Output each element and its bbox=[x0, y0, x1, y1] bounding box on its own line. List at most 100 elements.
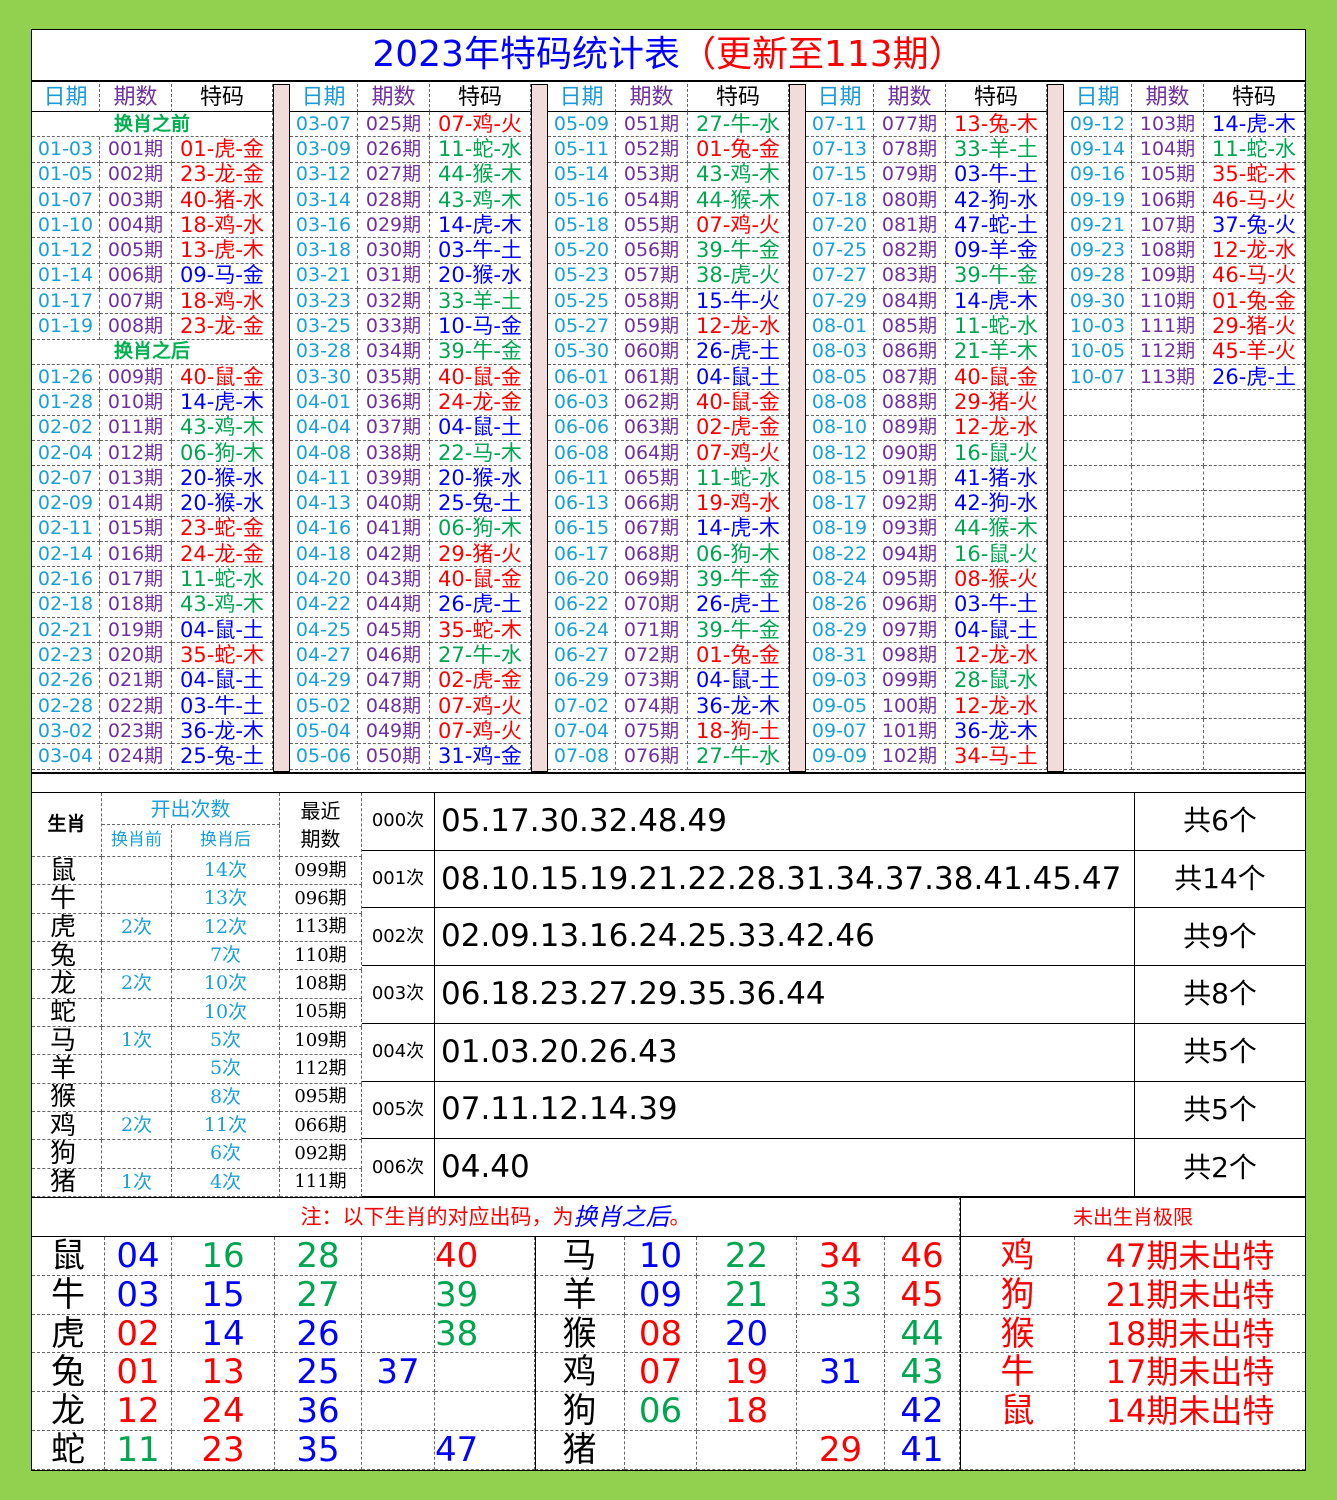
draw-period: 022期 bbox=[100, 693, 172, 720]
draw-period: 075期 bbox=[616, 719, 688, 745]
draw-date bbox=[1064, 744, 1132, 770]
draw-date: 05-02 bbox=[290, 693, 358, 720]
draw-date: 08-19 bbox=[806, 516, 874, 543]
count-before: 1次 bbox=[102, 1168, 172, 1197]
draw-date: 02-07 bbox=[32, 466, 100, 492]
draw-period: 111期 bbox=[1132, 314, 1204, 340]
zodiac: 猴 bbox=[32, 1083, 102, 1112]
separator bbox=[273, 84, 290, 772]
number: 08 bbox=[625, 1314, 697, 1354]
draw-period: 043期 bbox=[358, 567, 430, 593]
draw-date: 06-03 bbox=[548, 390, 616, 416]
section-label: 换肖之后 bbox=[32, 339, 273, 365]
draw-date: 09-09 bbox=[806, 744, 874, 770]
draw-code: 37-兔-火 bbox=[1204, 213, 1305, 239]
draw-period: 108期 bbox=[1132, 238, 1204, 264]
draw-period bbox=[1132, 693, 1204, 720]
draw-period: 070期 bbox=[616, 592, 688, 618]
draw-date: 07-29 bbox=[806, 289, 874, 315]
column-header: 期数 bbox=[358, 84, 430, 112]
draw-period: 099期 bbox=[874, 668, 946, 694]
draw-date: 03-28 bbox=[290, 339, 358, 365]
separator bbox=[1047, 84, 1064, 772]
draw-code: 35-蛇-木 bbox=[430, 618, 531, 644]
number: 31 bbox=[797, 1353, 885, 1393]
draw-code: 42-狗-水 bbox=[946, 491, 1047, 517]
draw-date: 05-23 bbox=[548, 263, 616, 290]
draw-period: 041期 bbox=[358, 516, 430, 543]
draw-date: 05-30 bbox=[548, 339, 616, 365]
number: 24 bbox=[172, 1392, 275, 1432]
draw-date bbox=[1064, 719, 1132, 745]
draw-date: 02-04 bbox=[32, 440, 100, 467]
zodiac: 牛 bbox=[32, 1275, 105, 1315]
draw-code: 27-牛-水 bbox=[688, 112, 789, 138]
draw-code bbox=[1204, 643, 1305, 669]
draw-period: 052期 bbox=[616, 137, 688, 163]
draw-period: 095期 bbox=[874, 567, 946, 593]
draw-date: 09-28 bbox=[1064, 263, 1132, 290]
draw-code: 02-虎-金 bbox=[430, 668, 531, 694]
draw-period: 048期 bbox=[358, 693, 430, 720]
draw-period bbox=[1132, 516, 1204, 543]
draw-period: 040期 bbox=[358, 491, 430, 517]
draw-code: 22-马-木 bbox=[430, 440, 531, 467]
draw-date: 06-20 bbox=[548, 567, 616, 593]
column-header: 日期 bbox=[1064, 84, 1132, 112]
draw-date: 02-09 bbox=[32, 491, 100, 517]
count-after: 5次 bbox=[172, 1027, 280, 1056]
frequency-numbers: 06.18.23.27.29.35.36.44 bbox=[435, 966, 1135, 1024]
number: 20 bbox=[697, 1314, 797, 1354]
draw-date: 04-08 bbox=[290, 440, 358, 467]
draw-period: 107期 bbox=[1132, 213, 1204, 239]
draw-period bbox=[1132, 744, 1204, 770]
spacer-row bbox=[32, 772, 1305, 793]
draw-date: 01-14 bbox=[32, 263, 100, 290]
column-header: 期数 bbox=[100, 84, 172, 112]
draw-period: 011期 bbox=[100, 415, 172, 441]
draw-code: 09-羊-金 bbox=[946, 238, 1047, 264]
draw-period: 063期 bbox=[616, 415, 688, 441]
draw-code bbox=[1204, 592, 1305, 618]
draw-code: 13-兔-木 bbox=[946, 112, 1047, 138]
draw-code: 26-虎-土 bbox=[1204, 365, 1305, 391]
draw-date: 10-07 bbox=[1064, 365, 1132, 391]
draw-period: 003期 bbox=[100, 187, 172, 214]
draw-date: 09-14 bbox=[1064, 137, 1132, 163]
draw-period: 097期 bbox=[874, 618, 946, 644]
zodiac: 鸡 bbox=[32, 1112, 102, 1141]
draw-date: 03-12 bbox=[290, 162, 358, 188]
draw-date: 07-27 bbox=[806, 263, 874, 290]
zodiac: 龙 bbox=[32, 970, 102, 999]
title-bar: 2023年特码统计表 （更新至113期） bbox=[32, 30, 1305, 82]
number: 29 bbox=[797, 1431, 885, 1470]
draw-period bbox=[1132, 415, 1204, 441]
draw-date bbox=[1064, 415, 1132, 441]
draw-code: 04-鼠-土 bbox=[430, 415, 531, 441]
number: 23 bbox=[172, 1431, 275, 1470]
column-header: 日期 bbox=[548, 84, 616, 112]
frequency-total: 共8个 bbox=[1135, 966, 1305, 1024]
number: 18 bbox=[697, 1392, 797, 1432]
column-header: 特码 bbox=[1204, 84, 1305, 112]
draw-code: 35-蛇-木 bbox=[1204, 162, 1305, 188]
draw-code bbox=[1204, 618, 1305, 644]
count-before bbox=[102, 1083, 172, 1112]
draw-period: 030期 bbox=[358, 238, 430, 264]
draw-code: 36-龙-木 bbox=[688, 693, 789, 720]
recent-period: 092期 bbox=[280, 1140, 362, 1169]
draw-code: 07-鸡-火 bbox=[430, 112, 531, 138]
count-after: 12次 bbox=[172, 913, 280, 942]
draw-date: 02-18 bbox=[32, 592, 100, 618]
draw-date bbox=[1064, 491, 1132, 517]
draw-period: 058期 bbox=[616, 289, 688, 315]
draw-period: 057期 bbox=[616, 263, 688, 290]
draw-period: 005期 bbox=[100, 238, 172, 264]
draw-date: 06-27 bbox=[548, 643, 616, 669]
draw-period: 106期 bbox=[1132, 187, 1204, 214]
draw-date: 09-19 bbox=[1064, 187, 1132, 214]
number: 19 bbox=[697, 1353, 797, 1393]
zodiac: 狗 bbox=[32, 1140, 102, 1169]
zodiac: 羊 bbox=[535, 1275, 625, 1315]
draw-period: 081期 bbox=[874, 213, 946, 239]
